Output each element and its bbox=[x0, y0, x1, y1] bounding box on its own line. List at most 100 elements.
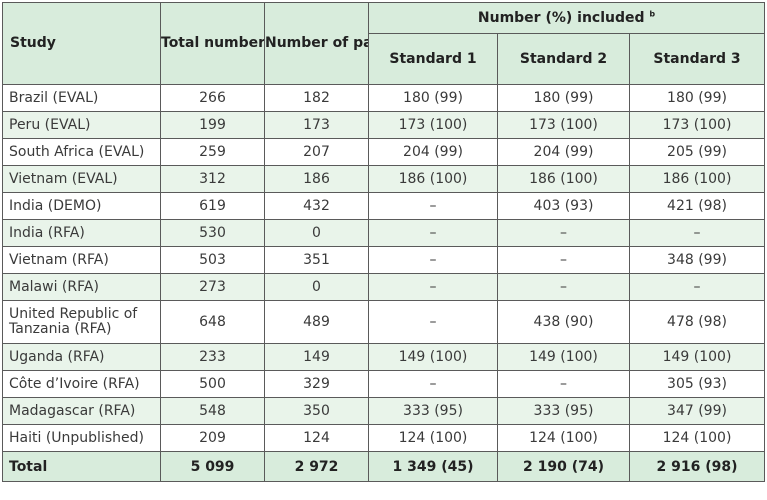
footnote-marker-b: b bbox=[649, 8, 656, 18]
cell-standard-3: 305 (93) bbox=[628, 370, 766, 398]
cell-standard-2: 438 (90) bbox=[497, 300, 630, 344]
table-footer: Total 5 099 2 972 1 349 (45) 2 190 (74) … bbox=[2, 451, 766, 482]
cell-total: 266 bbox=[160, 84, 265, 112]
table-body: Brazil (EVAL) 266 182 180 (99) 180 (99) 180 (… bbox=[2, 84, 766, 452]
cell-standard-2: – bbox=[497, 370, 630, 398]
cell-standard-3: 124 (100) bbox=[628, 424, 766, 452]
cell-eligible: 489 bbox=[264, 300, 369, 344]
header-number-included: Number (%) included b bbox=[367, 2, 766, 34]
cell-total: 233 bbox=[160, 343, 265, 371]
cell-eligible: 329 bbox=[264, 370, 369, 398]
cell-standard-1: – bbox=[368, 246, 498, 274]
header-standard-2: Standard 2 bbox=[497, 33, 630, 85]
cell-standard-3: 347 (99) bbox=[628, 397, 766, 425]
cell-study: United Republic of Tanzania (RFA) bbox=[2, 300, 161, 344]
cell-eligible: 186 bbox=[264, 165, 369, 193]
cell-standard-3: 205 (99) bbox=[628, 138, 766, 166]
cell-standard-3: – bbox=[628, 219, 766, 247]
cell-standard-2: 124 (100) bbox=[497, 424, 630, 452]
cell-standard-3: 149 (100) bbox=[628, 343, 766, 371]
cell-study: Uganda (RFA) bbox=[2, 343, 161, 371]
cell-standard-1: 204 (99) bbox=[368, 138, 498, 166]
cell-standard-2: 333 (95) bbox=[497, 397, 630, 425]
table-header: Study Total number of participants Numbe… bbox=[2, 2, 766, 85]
cell-eligible: 350 bbox=[264, 397, 369, 425]
cell-study: Peru (EVAL) bbox=[2, 111, 161, 139]
studies-table: Study Total number of participants Numbe… bbox=[2, 2, 766, 482]
cell-eligible: 173 bbox=[264, 111, 369, 139]
cell-standard-2: 403 (93) bbox=[497, 192, 630, 220]
total-standard-2: 2 190 (74) bbox=[497, 451, 630, 482]
cell-standard-1: 173 (100) bbox=[368, 111, 498, 139]
cell-standard-3: 348 (99) bbox=[628, 246, 766, 274]
cell-standard-3: 478 (98) bbox=[628, 300, 766, 344]
cell-total: 273 bbox=[160, 273, 265, 301]
cell-eligible: 432 bbox=[264, 192, 369, 220]
cell-standard-1: – bbox=[368, 219, 498, 247]
cell-eligible: 182 bbox=[264, 84, 369, 112]
cell-total: 199 bbox=[160, 111, 265, 139]
table-row: Malawi (RFA) 273 0– – – bbox=[2, 273, 766, 301]
cell-standard-1: – bbox=[368, 273, 498, 301]
table-row: Uganda (RFA) 233 149 149 (100) 149 (100) 149 … bbox=[2, 343, 766, 371]
total-eligible: 2 972 bbox=[264, 451, 369, 482]
cell-study: Haiti (Unpublished) bbox=[2, 424, 161, 452]
total-standard-1: 1 349 (45) bbox=[368, 451, 498, 482]
header-total-participants: Total number of participants bbox=[160, 2, 265, 85]
cell-eligible: 351 bbox=[264, 246, 369, 274]
total-row: Total 5 099 2 972 1 349 (45) 2 190 (74) … bbox=[2, 451, 766, 482]
cell-study: Malawi (RFA) bbox=[2, 273, 161, 301]
table-row: Madagascar (RFA) 548 350 333 (95) 333 (95) 34… bbox=[2, 397, 766, 425]
cell-total: 648 bbox=[160, 300, 265, 344]
header-study: Study bbox=[2, 2, 161, 85]
cell-standard-3: 180 (99) bbox=[628, 84, 766, 112]
table-row: Vietnam (RFA) 503 351– –348 (99) bbox=[2, 246, 766, 274]
table-row: South Africa (EVAL) 259 207 204 (99) 204 (99… bbox=[2, 138, 766, 166]
header-standard-3: Standard 3 bbox=[628, 33, 766, 85]
cell-standard-1: 333 (95) bbox=[368, 397, 498, 425]
table-row: India (RFA) 530 0– – – bbox=[2, 219, 766, 247]
table-row: Vietnam (EVAL) 312 186 186 (100) 186 (100) 18… bbox=[2, 165, 766, 193]
table-row: Peru (EVAL) 199 173 173 (100) 173 (100) 173 (… bbox=[2, 111, 766, 139]
header-eligible-text: Number of participants eligible bbox=[265, 35, 368, 51]
cell-standard-2: 173 (100) bbox=[497, 111, 630, 139]
cell-total: 209 bbox=[160, 424, 265, 452]
cell-standard-1: 149 (100) bbox=[368, 343, 498, 371]
cell-standard-2: 180 (99) bbox=[497, 84, 630, 112]
cell-standard-2: – bbox=[497, 219, 630, 247]
cell-total: 503 bbox=[160, 246, 265, 274]
total-label: Total bbox=[2, 451, 161, 482]
cell-study: Brazil (EVAL) bbox=[2, 84, 161, 112]
cell-standard-3: – bbox=[628, 273, 766, 301]
cell-study: Côte d’Ivoire (RFA) bbox=[2, 370, 161, 398]
cell-study: Vietnam (EVAL) bbox=[2, 165, 161, 193]
table-row: India (DEMO) 619 432–403 (93) 421 (98) bbox=[2, 192, 766, 220]
cell-eligible: 207 bbox=[264, 138, 369, 166]
cell-study: South Africa (EVAL) bbox=[2, 138, 161, 166]
cell-eligible: 0 bbox=[264, 219, 369, 247]
cell-standard-2: 186 (100) bbox=[497, 165, 630, 193]
cell-study: Vietnam (RFA) bbox=[2, 246, 161, 274]
cell-study: Madagascar (RFA) bbox=[2, 397, 161, 425]
cell-standard-1: – bbox=[368, 370, 498, 398]
cell-standard-2: 149 (100) bbox=[497, 343, 630, 371]
header-included-text: Number (%) included bbox=[477, 9, 645, 26]
table-row: Haiti (Unpublished) 209 124 124 (100) 124 (1… bbox=[2, 424, 766, 452]
table-row: Brazil (EVAL) 266 182 180 (99) 180 (99) 180 (… bbox=[2, 84, 766, 112]
cell-standard-1: 180 (99) bbox=[368, 84, 498, 112]
cell-standard-1: – bbox=[368, 300, 498, 344]
table-row: United Republic of Tanzania (RFA) 648 489–… bbox=[2, 300, 766, 344]
cell-standard-2: 204 (99) bbox=[497, 138, 630, 166]
cell-standard-3: 421 (98) bbox=[628, 192, 766, 220]
table-row: Côte d’Ivoire (RFA) 500 329– –305 (93) bbox=[2, 370, 766, 398]
cell-eligible: 124 bbox=[264, 424, 369, 452]
cell-standard-3: 173 (100) bbox=[628, 111, 766, 139]
cell-standard-1: – bbox=[368, 192, 498, 220]
cell-standard-1: 186 (100) bbox=[368, 165, 498, 193]
cell-standard-3: 186 (100) bbox=[628, 165, 766, 193]
cell-total: 548 bbox=[160, 397, 265, 425]
cell-study: India (DEMO) bbox=[2, 192, 161, 220]
cell-total: 530 bbox=[160, 219, 265, 247]
total-participants: 5 099 bbox=[160, 451, 265, 482]
header-standard-1: Standard 1 bbox=[368, 33, 498, 85]
